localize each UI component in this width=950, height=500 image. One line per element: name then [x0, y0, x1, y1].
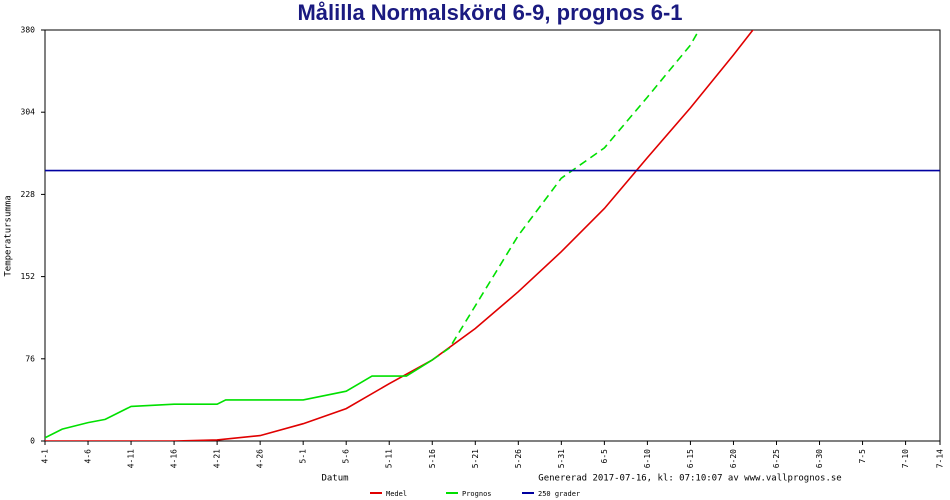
y-tick-label: 304 [21, 108, 36, 117]
plot-frame [44, 29, 941, 442]
x-tick-label: 5-6 [342, 449, 351, 464]
x-tick-label: 6-25 [772, 449, 781, 468]
x-tick-label: 4-6 [84, 449, 93, 464]
y-tick-label: 152 [21, 272, 36, 281]
x-tick-label: 7-10 [901, 449, 910, 468]
series-line [45, 30, 754, 441]
x-tick-label: 5-26 [514, 449, 523, 468]
x-tick-label: 6-30 [815, 449, 824, 468]
x-tick-label: 5-31 [557, 449, 566, 468]
y-tick-label: 380 [21, 26, 36, 35]
x-tick-label: 5-1 [299, 449, 308, 464]
x-tick-label: 7-5 [858, 449, 867, 464]
x-tick-label: 5-11 [385, 449, 394, 468]
x-tick-label: 5-16 [428, 449, 437, 468]
x-tick-label: 6-10 [643, 449, 652, 468]
y-tick-label: 228 [21, 190, 36, 199]
series-line [45, 359, 433, 439]
x-tick-label: 4-1 [41, 449, 50, 464]
x-tick-label: 4-16 [170, 449, 179, 468]
legend-label: Medel [386, 490, 407, 498]
x-tick-label: 7-14 [936, 449, 945, 468]
plot-area [45, 30, 940, 441]
x-axis-label: Datum [321, 474, 348, 484]
x-tick-label: 6-15 [686, 449, 695, 468]
x-tick-label: 4-26 [256, 449, 265, 468]
legend-label: 250 grader [538, 490, 580, 498]
legend-label: Prognos [462, 490, 492, 498]
y-tick-label: 0 [30, 437, 35, 446]
x-tick-label: 6-20 [729, 449, 738, 468]
series-line [431, 30, 700, 361]
x-tick-label: 4-21 [213, 449, 222, 468]
x-tick-label: 4-11 [127, 449, 136, 468]
x-tick-label: 6-5 [600, 449, 609, 464]
chart-title: Målilla Normalskörd 6-9, prognos 6-1 [297, 0, 682, 25]
y-tick-label: 76 [25, 354, 35, 363]
annotation: Genererad 2017-07-16, kl: 07:10:07 av ww… [538, 474, 841, 484]
x-tick-label: 5-21 [471, 449, 480, 468]
y-axis-label: Temperatursumma [4, 195, 14, 276]
